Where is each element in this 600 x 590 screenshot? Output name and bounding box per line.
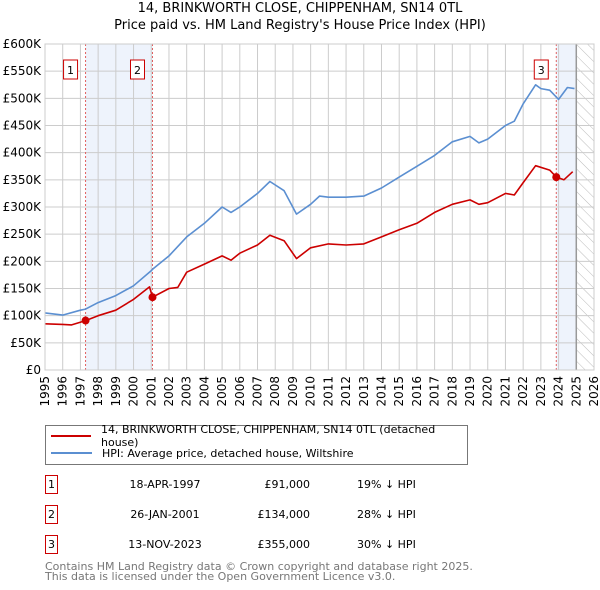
legend: 14, BRINKWORTH CLOSE, CHIPPENHAM, SN14 0… bbox=[45, 423, 468, 465]
x-tick-label: 2003 bbox=[180, 376, 194, 407]
x-tick-label: 1998 bbox=[91, 376, 105, 407]
x-tick-label: 2017 bbox=[428, 376, 442, 407]
x-tick-label: 1999 bbox=[109, 376, 123, 407]
y-tick-label: £500K bbox=[3, 91, 43, 105]
chart-title: 14, BRINKWORTH CLOSE, CHIPPENHAM, SN14 0… bbox=[137, 1, 463, 16]
x-tick-label: 2000 bbox=[127, 376, 141, 407]
legend-label-property: 14, BRINKWORTH CLOSE, CHIPPENHAM, SN14 0… bbox=[101, 423, 436, 449]
sale-marker-box: 3 bbox=[45, 535, 58, 554]
x-tick-label: 1996 bbox=[56, 376, 70, 407]
y-tick-label: £450K bbox=[3, 119, 43, 133]
x-tick-label: 2025 bbox=[569, 376, 583, 407]
plot-frame bbox=[44, 43, 595, 371]
x-tick-label: 2002 bbox=[162, 376, 176, 407]
line-chart: £0 £50K £100K £150K £200K £250K £300K £350K £400… bbox=[3, 37, 600, 407]
footer-licence: This data is licensed under the Open Gov… bbox=[45, 570, 396, 583]
y-tick-label: £50K bbox=[10, 336, 42, 350]
sale-marker-box: 1 bbox=[45, 475, 58, 494]
x-tick-label: 2022 bbox=[516, 376, 530, 407]
sale-date: 18-APR-1997 bbox=[129, 478, 201, 491]
x-tick-label: 2005 bbox=[215, 376, 229, 407]
y-tick-label: £350K bbox=[3, 173, 43, 187]
y-tick-label: £300K bbox=[3, 200, 43, 214]
chart-subtitle: Price paid vs. HM Land Registry's House … bbox=[114, 18, 486, 33]
sale-point bbox=[148, 293, 157, 302]
legend-label-hpi: HPI: Average price, detached house, Wilt… bbox=[102, 446, 354, 460]
sale-date: 13-NOV-2023 bbox=[128, 538, 202, 551]
footer-copyright: Contains HM Land Registry data © Crown c… bbox=[45, 560, 473, 573]
sale-label-box bbox=[63, 59, 79, 80]
x-tick-label: 2010 bbox=[304, 376, 318, 407]
sale-price: £134,000 bbox=[257, 508, 311, 521]
x-tick-label: 2001 bbox=[144, 376, 158, 407]
x-tick-label: 2019 bbox=[463, 376, 477, 407]
legend-swatch-property bbox=[51, 435, 91, 437]
sale-label: 3 bbox=[538, 64, 545, 77]
sale-price: £91,000 bbox=[264, 478, 311, 491]
x-tick-label: 2014 bbox=[374, 376, 388, 407]
y-tick-label: £250K bbox=[3, 227, 43, 241]
sale-point bbox=[81, 316, 90, 325]
sale-label: 1 bbox=[67, 64, 74, 77]
x-tick-label: 2015 bbox=[392, 376, 406, 407]
x-tick-label: 2023 bbox=[534, 376, 548, 407]
x-tick-label: 2024 bbox=[552, 376, 566, 407]
sale-label: 2 bbox=[134, 64, 141, 77]
x-tick-label: 1995 bbox=[38, 376, 52, 407]
y-tick-label: £0 bbox=[26, 363, 41, 377]
sale-date: 26-JAN-2001 bbox=[130, 508, 200, 521]
x-tick-label: 2018 bbox=[445, 376, 459, 407]
x-tick-label: 2021 bbox=[498, 376, 512, 407]
legend-item-property: 14, BRINKWORTH CLOSE, CHIPPENHAM, SN14 0… bbox=[51, 423, 467, 449]
legend-item-hpi: HPI: Average price, detached house, Wilt… bbox=[51, 445, 354, 461]
legend-swatch-hpi bbox=[51, 452, 92, 454]
x-tick-label: 2008 bbox=[268, 376, 282, 407]
sale-hpi-diff: 30% ↓ HPI bbox=[357, 538, 416, 551]
sale-label-box bbox=[533, 59, 549, 80]
x-tick-label: 2007 bbox=[251, 376, 265, 407]
x-tick-label: 2011 bbox=[321, 376, 335, 407]
property-price-line bbox=[44, 164, 574, 326]
y-tick-label: £200K bbox=[3, 254, 43, 268]
y-tick-label: £400K bbox=[3, 146, 43, 160]
x-tick-label: 1997 bbox=[73, 376, 87, 407]
x-tick-label: 2009 bbox=[286, 376, 300, 407]
sale-row-1: 1 18-APR-1997 £91,000 19% ↓ HPI bbox=[45, 475, 445, 495]
sale-price: £355,000 bbox=[257, 538, 311, 551]
x-tick-label: 2020 bbox=[481, 376, 495, 407]
y-tick-label: £150K bbox=[3, 282, 43, 296]
y-tick-label: £550K bbox=[3, 64, 43, 78]
y-tick-label: £100K bbox=[3, 309, 43, 323]
sale-marker-box: 2 bbox=[45, 505, 58, 524]
sale-point bbox=[552, 173, 561, 182]
x-tick-label: 2013 bbox=[357, 376, 371, 407]
sale-label-box bbox=[129, 59, 145, 80]
x-tick-label: 2004 bbox=[197, 376, 211, 407]
sale-hpi-diff: 19% ↓ HPI bbox=[357, 478, 416, 491]
x-tick-label: 2012 bbox=[339, 376, 353, 407]
x-tick-label: 2006 bbox=[233, 376, 247, 407]
sale-row-2: 2 26-JAN-2001 £134,000 28% ↓ HPI bbox=[45, 505, 445, 525]
sale-hpi-diff: 28% ↓ HPI bbox=[357, 508, 416, 521]
hpi-line bbox=[44, 84, 575, 316]
x-tick-label: 2016 bbox=[410, 376, 424, 407]
x-tick-label: 2026 bbox=[587, 376, 600, 407]
sale-row-3: 3 13-NOV-2023 £355,000 30% ↓ HPI bbox=[45, 535, 445, 555]
y-tick-label: £600K bbox=[3, 37, 43, 51]
